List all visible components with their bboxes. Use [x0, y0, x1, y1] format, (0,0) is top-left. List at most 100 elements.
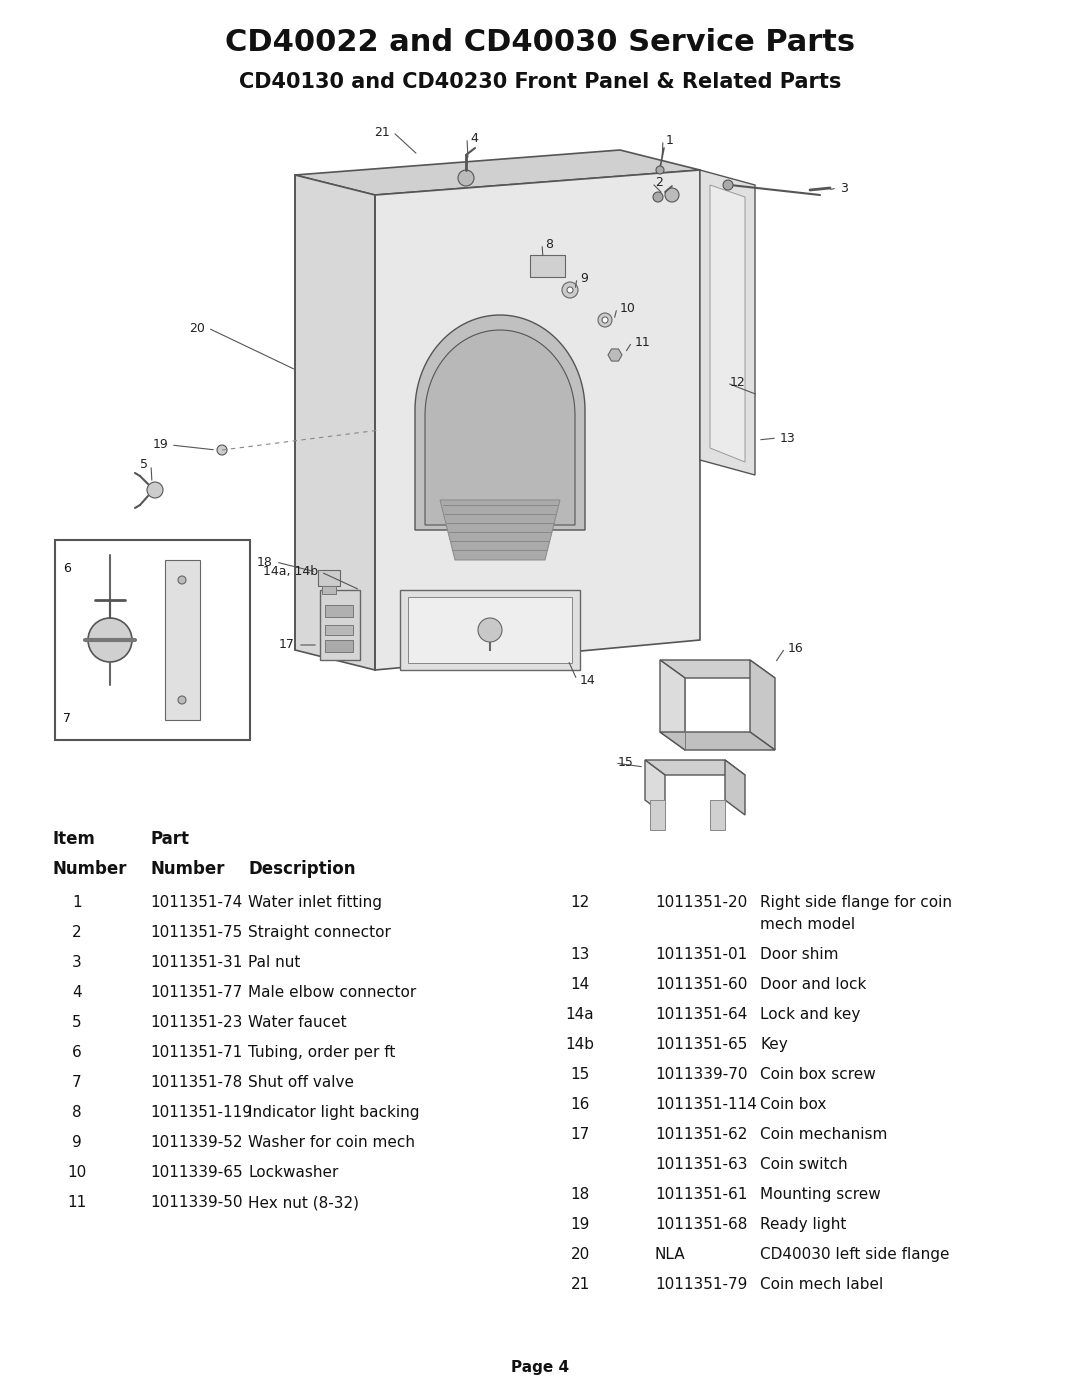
Text: Male elbow connector: Male elbow connector	[248, 985, 416, 1000]
Text: 14: 14	[570, 977, 590, 992]
Text: Ready light: Ready light	[760, 1217, 847, 1232]
Text: Indicator light backing: Indicator light backing	[248, 1105, 419, 1120]
Text: 19: 19	[570, 1217, 590, 1232]
Polygon shape	[710, 184, 745, 462]
Polygon shape	[750, 659, 775, 750]
Text: 1011351-62: 1011351-62	[654, 1127, 747, 1141]
Text: 1011351-114: 1011351-114	[654, 1097, 757, 1112]
Text: 16: 16	[788, 641, 804, 655]
Polygon shape	[645, 760, 665, 814]
Text: Coin switch: Coin switch	[760, 1157, 848, 1172]
Circle shape	[598, 313, 612, 327]
Text: 4: 4	[72, 985, 82, 1000]
Circle shape	[87, 617, 132, 662]
Text: 1011351-77: 1011351-77	[150, 985, 242, 1000]
Bar	[322, 585, 336, 594]
Circle shape	[217, 446, 227, 455]
Polygon shape	[660, 659, 685, 750]
Polygon shape	[408, 597, 572, 664]
Text: Part: Part	[150, 830, 189, 848]
Text: 2: 2	[654, 176, 663, 190]
Text: 1011339-65: 1011339-65	[150, 1165, 243, 1180]
Polygon shape	[650, 800, 665, 830]
Polygon shape	[608, 349, 622, 360]
Text: 7: 7	[63, 712, 71, 725]
Text: 1011351-01: 1011351-01	[654, 947, 747, 963]
Text: 1011351-71: 1011351-71	[150, 1045, 242, 1060]
Text: 9: 9	[580, 271, 588, 285]
Polygon shape	[165, 560, 200, 719]
Text: Pal nut: Pal nut	[248, 956, 300, 970]
Text: 5: 5	[72, 1016, 82, 1030]
Text: Water inlet fitting: Water inlet fitting	[248, 895, 382, 909]
Text: Mounting screw: Mounting screw	[760, 1187, 881, 1201]
Polygon shape	[426, 330, 575, 525]
Text: 10: 10	[620, 302, 636, 314]
Polygon shape	[295, 175, 375, 671]
Bar	[325, 624, 353, 636]
Circle shape	[178, 696, 186, 704]
Text: 18: 18	[257, 556, 273, 569]
Text: 14a, 14b: 14a, 14b	[262, 566, 318, 578]
Circle shape	[147, 482, 163, 497]
Text: 3: 3	[72, 956, 82, 970]
Circle shape	[653, 191, 663, 203]
Polygon shape	[660, 732, 775, 750]
Text: Lockwasher: Lockwasher	[248, 1165, 338, 1180]
Text: Door and lock: Door and lock	[760, 977, 866, 992]
Text: 14: 14	[580, 673, 596, 686]
Text: 6: 6	[72, 1045, 82, 1060]
Text: 13: 13	[570, 947, 590, 963]
Text: Shut off valve: Shut off valve	[248, 1076, 354, 1090]
Polygon shape	[710, 800, 725, 830]
Text: 17: 17	[279, 638, 295, 651]
Text: 6: 6	[63, 562, 71, 576]
Circle shape	[478, 617, 502, 643]
Text: 14b: 14b	[566, 1037, 594, 1052]
Text: 2: 2	[72, 925, 82, 940]
Text: 1011351-61: 1011351-61	[654, 1187, 747, 1201]
Text: 1011339-52: 1011339-52	[150, 1134, 243, 1150]
Text: 19: 19	[152, 439, 168, 451]
Text: 20: 20	[189, 321, 205, 334]
Polygon shape	[320, 590, 360, 659]
Text: 11: 11	[635, 335, 651, 348]
Circle shape	[656, 166, 664, 175]
Polygon shape	[700, 170, 755, 475]
Text: Key: Key	[760, 1037, 787, 1052]
Text: 12: 12	[730, 377, 746, 390]
Text: 1011351-119: 1011351-119	[150, 1105, 252, 1120]
Text: 1011339-70: 1011339-70	[654, 1067, 747, 1083]
Text: Coin box screw: Coin box screw	[760, 1067, 876, 1083]
Polygon shape	[415, 316, 585, 529]
Polygon shape	[725, 760, 745, 814]
Circle shape	[602, 317, 608, 323]
Polygon shape	[295, 149, 700, 196]
Text: Description: Description	[248, 861, 355, 877]
Text: 1011351-78: 1011351-78	[150, 1076, 242, 1090]
Text: 21: 21	[570, 1277, 590, 1292]
Text: 1011351-65: 1011351-65	[654, 1037, 747, 1052]
Text: 8: 8	[72, 1105, 82, 1120]
Text: CD40030 left side flange: CD40030 left side flange	[760, 1248, 949, 1261]
Text: 1011351-64: 1011351-64	[654, 1007, 747, 1023]
Circle shape	[665, 189, 679, 203]
Text: 9: 9	[72, 1134, 82, 1150]
Text: 12: 12	[570, 895, 590, 909]
Text: Straight connector: Straight connector	[248, 925, 391, 940]
Text: 1011351-31: 1011351-31	[150, 956, 242, 970]
Text: CD40022 and CD40030 Service Parts: CD40022 and CD40030 Service Parts	[225, 28, 855, 57]
Text: 1011351-63: 1011351-63	[654, 1157, 747, 1172]
Text: 18: 18	[570, 1187, 590, 1201]
Text: 20: 20	[570, 1248, 590, 1261]
Text: 14a: 14a	[566, 1007, 594, 1023]
Text: 17: 17	[570, 1127, 590, 1141]
Text: 7: 7	[72, 1076, 82, 1090]
Text: 1011351-74: 1011351-74	[150, 895, 242, 909]
Circle shape	[178, 576, 186, 584]
Text: Water faucet: Water faucet	[248, 1016, 347, 1030]
Polygon shape	[660, 659, 775, 678]
Text: Number: Number	[150, 861, 225, 877]
Bar	[325, 605, 353, 617]
Bar	[530, 256, 565, 277]
